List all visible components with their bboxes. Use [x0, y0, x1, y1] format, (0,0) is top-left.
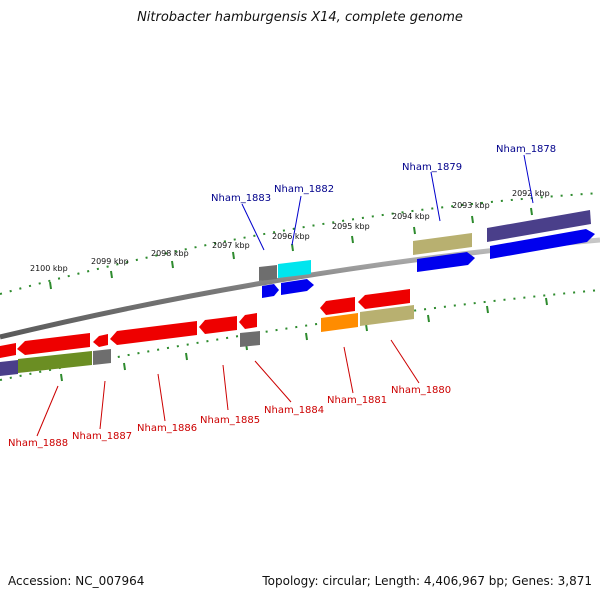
gene-label-nham-1888[interactable]: Nham_1888	[8, 438, 68, 449]
gene-red-reverse-1887[interactable]	[93, 334, 108, 347]
forward-callout-lines	[241, 154, 534, 251]
gene-khaki-forward[interactable]	[413, 233, 472, 255]
tick-label-2098: 2098 kbp	[151, 249, 189, 258]
gene-red-reverse-1880[interactable]	[358, 289, 410, 309]
gene-slate-forward[interactable]	[487, 210, 591, 242]
tick-label-2097: 2097 kbp	[212, 241, 250, 250]
gene-label-nham-1882[interactable]: Nham_1882	[274, 184, 334, 195]
gene-label-nham-1884[interactable]: Nham_1884	[264, 405, 324, 416]
gene-label-nham-1879[interactable]: Nham_1879	[402, 162, 462, 173]
topology-summary-text: Topology: circular; Length: 4,406,967 bp…	[262, 574, 592, 588]
gene-orange-reverse[interactable]	[321, 313, 358, 332]
gene-label-nham-1881[interactable]: Nham_1881	[327, 395, 387, 406]
tick-label-2096: 2096 kbp	[272, 232, 310, 241]
gene-red-reverse-1886[interactable]	[110, 321, 197, 345]
gene-gray-forward-outer[interactable]	[259, 265, 277, 281]
tick-label-2094: 2094 kbp	[392, 212, 430, 221]
outer-major-ticks	[49, 207, 533, 290]
gene-red-reverse-1888[interactable]	[17, 333, 90, 355]
tick-label-2093: 2093 kbp	[452, 201, 490, 210]
gene-label-nham-1878[interactable]: Nham_1878	[496, 144, 556, 155]
accession-text: Accession: NC_007964	[8, 574, 145, 588]
gene-olive-reverse[interactable]	[18, 351, 92, 373]
gene-blue-forward-1882[interactable]	[281, 279, 314, 295]
gene-label-nham-1886[interactable]: Nham_1886	[137, 423, 197, 434]
tick-label-2095: 2095 kbp	[332, 222, 370, 231]
gene-khaki-reverse[interactable]	[360, 305, 414, 326]
gene-blue-forward-small[interactable]	[262, 284, 279, 298]
map-title: Nitrobacter hamburgensis X14, complete g…	[137, 10, 463, 25]
gene-gray-reverse-1884[interactable]	[240, 331, 260, 347]
gene-label-nham-1880[interactable]: Nham_1880	[391, 385, 451, 396]
tick-label-2100: 2100 kbp	[30, 264, 68, 273]
gene-red-reverse-1885[interactable]	[199, 316, 237, 334]
reverse-callout-lines	[36, 339, 420, 437]
gene-label-nham-1887[interactable]: Nham_1887	[72, 431, 132, 442]
gene-red-reverse-1881[interactable]	[320, 297, 355, 315]
gene-label-nham-1885[interactable]: Nham_1885	[200, 415, 260, 426]
gene-blue-forward-1879[interactable]	[417, 252, 475, 272]
gene-slate-reverse-edge[interactable]	[0, 360, 18, 376]
gene-red-reverse-edge[interactable]	[0, 343, 16, 358]
gene-gray-reverse-1887[interactable]	[93, 349, 111, 365]
gene-cyan-forward[interactable]	[278, 260, 311, 278]
tick-label-2099: 2099 kbp	[91, 257, 129, 266]
gene-red-reverse-1884[interactable]	[239, 313, 257, 329]
gene-blue-forward-1878[interactable]	[490, 229, 595, 259]
gene-label-nham-1883[interactable]: Nham_1883	[211, 193, 271, 204]
